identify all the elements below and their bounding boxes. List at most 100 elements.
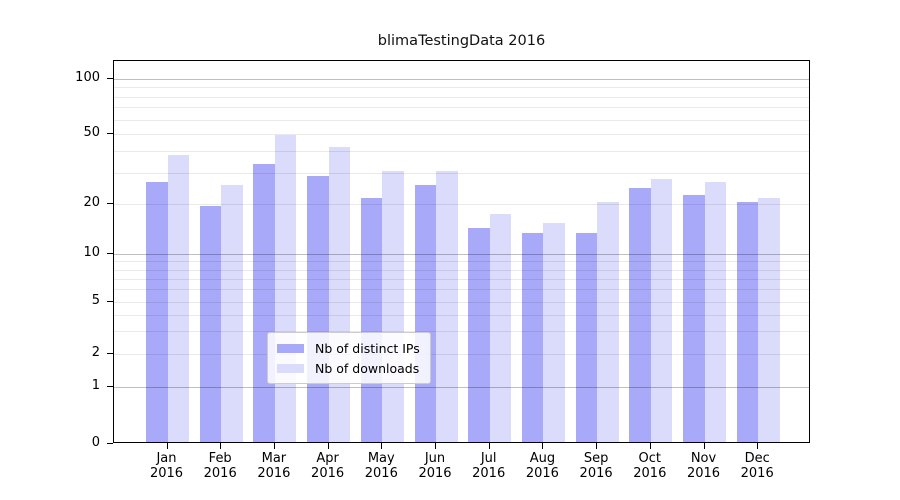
y-tick-label: 5 — [91, 293, 100, 308]
chart-title: blimaTestingData 2016 — [377, 33, 546, 49]
x-tick-year: 2016 — [525, 466, 559, 481]
x-tick — [220, 443, 222, 449]
bar-distinct-ips — [575, 233, 598, 442]
x-tick-year: 2016 — [472, 466, 506, 481]
x-tick — [596, 443, 598, 449]
plot-area — [113, 60, 810, 443]
x-tick — [757, 443, 759, 449]
y-tick — [107, 133, 113, 134]
x-tick-month: Jun — [424, 451, 446, 466]
y-tick-label: 100 — [75, 70, 100, 85]
gridline-minor — [114, 96, 809, 98]
gridline-minor — [114, 204, 809, 205]
gridline-minor — [114, 278, 809, 280]
bar-downloads — [704, 182, 726, 442]
gridline-minor — [114, 302, 809, 303]
y-tick — [107, 353, 113, 354]
x-tick-label: Jul 2016 — [459, 451, 519, 481]
x-tick-label: May 2016 — [351, 451, 411, 481]
bar-distinct-ips — [414, 185, 436, 442]
gridline-minor — [114, 269, 809, 271]
x-tick — [703, 443, 705, 449]
x-tick — [273, 443, 275, 449]
y-tick-label: 1 — [91, 378, 100, 393]
gridline-major — [114, 387, 809, 388]
x-tick-month: Mar — [261, 451, 287, 466]
bar-downloads — [328, 147, 351, 442]
bar-distinct-ips — [360, 198, 383, 442]
bar-distinct-ips — [468, 227, 490, 442]
y-tick-label: 2 — [91, 345, 100, 360]
x-tick — [542, 443, 544, 449]
legend-swatch-downloads — [277, 363, 304, 373]
legend-row-downloads: Nb of downloads — [277, 358, 422, 378]
bar-downloads — [221, 185, 243, 442]
legend-swatch-distinct-ips — [277, 343, 304, 353]
x-tick-month: Jan — [156, 451, 177, 466]
y-tick — [107, 253, 113, 254]
gridline-minor — [114, 261, 809, 263]
gridline-minor — [114, 151, 809, 152]
x-tick-label: Feb 2016 — [190, 451, 250, 481]
x-tick — [381, 443, 383, 449]
x-tick-year: 2016 — [740, 466, 774, 481]
x-tick-month: Feb — [208, 451, 232, 466]
bar-distinct-ips — [307, 176, 329, 442]
legend-row-distinct-ips: Nb of distinct IPs — [277, 338, 422, 358]
bar-distinct-ips — [629, 188, 651, 442]
bar-downloads — [758, 198, 780, 442]
x-tick-label: Apr 2016 — [298, 451, 358, 481]
x-tick-year: 2016 — [633, 466, 667, 481]
x-tick-year: 2016 — [364, 466, 398, 481]
x-tick-month: Jul — [480, 451, 497, 466]
x-tick-label: Mar 2016 — [244, 451, 304, 481]
bar-downloads — [382, 171, 404, 442]
y-tick — [107, 386, 113, 387]
bar-distinct-ips — [146, 182, 168, 442]
gridline-minor — [114, 134, 809, 135]
x-tick-year: 2016 — [149, 466, 184, 481]
x-tick-year: 2016 — [203, 466, 237, 481]
gridline-minor — [114, 331, 809, 332]
x-tick — [327, 443, 329, 449]
legend-label-downloads: Nb of downloads — [315, 360, 420, 376]
legend: Nb of distinct IPs Nb of downloads — [267, 332, 431, 384]
y-tick-label: 50 — [83, 125, 100, 140]
gridline-minor — [114, 354, 809, 355]
bar-downloads — [650, 179, 673, 442]
y-tick — [107, 78, 113, 79]
x-tick-year: 2016 — [686, 466, 721, 481]
x-tick-month: Aug — [529, 451, 556, 466]
x-tick-year: 2016 — [257, 466, 291, 481]
x-tick-label: Nov 2016 — [674, 451, 734, 481]
x-tick-month: Sep — [583, 451, 609, 466]
x-tick-label: Dec 2016 — [727, 451, 787, 481]
x-tick-month: Nov — [690, 451, 717, 466]
x-tick — [435, 443, 436, 449]
bar-downloads — [489, 213, 512, 442]
gridline-minor — [114, 173, 809, 174]
bar-downloads — [167, 155, 189, 442]
x-tick — [649, 443, 651, 449]
x-tick-year: 2016 — [311, 466, 345, 481]
x-tick-label: Aug 2016 — [512, 451, 572, 481]
x-tick-year: 2016 — [579, 466, 613, 481]
y-tick-label: 10 — [83, 245, 100, 260]
gridline-minor — [114, 289, 809, 291]
gridline-major — [114, 254, 809, 255]
y-tick — [107, 301, 113, 302]
y-tick-label: 0 — [91, 435, 100, 450]
bar-distinct-ips — [683, 194, 705, 442]
x-tick-label: Jan 2016 — [137, 451, 197, 481]
gridline-minor — [114, 107, 809, 109]
legend-label-distinct-ips: Nb of distinct IPs — [315, 340, 420, 356]
bar-downloads — [436, 171, 458, 442]
y-tick — [107, 443, 113, 444]
gridline-minor — [114, 314, 809, 316]
bar-distinct-ips — [199, 205, 222, 442]
y-tick-label: 20 — [83, 195, 100, 210]
gridline-minor — [114, 119, 809, 121]
x-tick-label: Oct 2016 — [620, 451, 680, 481]
bar-downloads — [543, 222, 565, 442]
